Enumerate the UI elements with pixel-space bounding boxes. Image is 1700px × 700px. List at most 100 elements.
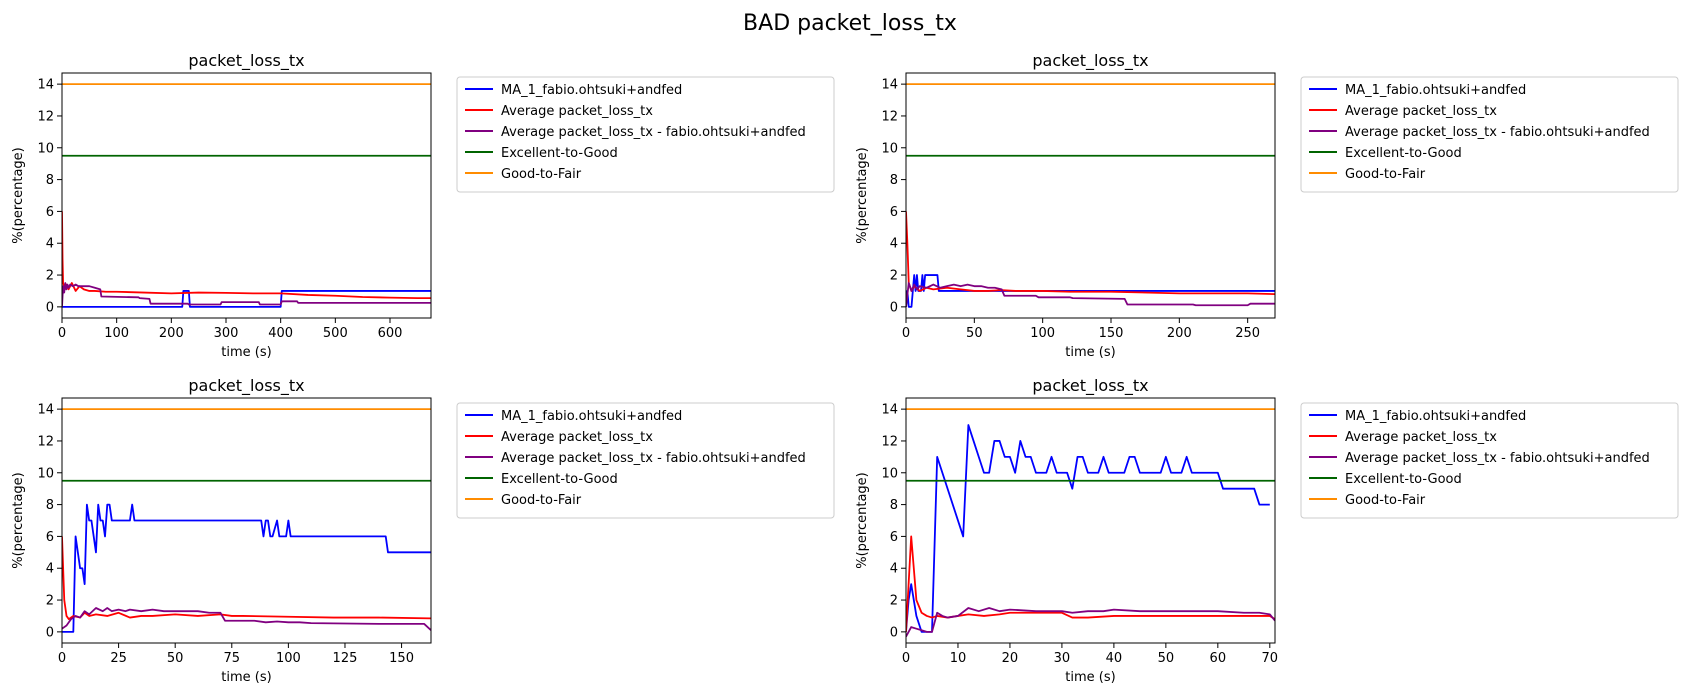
legend-box	[456, 402, 835, 519]
legend: MA_1_fabio.ohtsuki+andfed Average packet_…	[1300, 402, 1679, 519]
plot-frame	[61, 397, 432, 644]
x-tick-label: 10	[950, 651, 967, 666]
x-axis-label: time (s)	[1065, 670, 1115, 685]
y-axis-label: %(percentage)	[855, 147, 870, 244]
series-group	[62, 83, 431, 308]
series-line-3	[62, 607, 431, 631]
chart-title: packet_loss_tx	[1032, 376, 1148, 396]
x-tick-label: 100	[276, 651, 301, 666]
y-tick-label: 8	[890, 173, 898, 188]
plot-frame	[905, 72, 1276, 319]
x-tick-label: 0	[58, 326, 66, 341]
y-tick-label: 4	[46, 237, 54, 252]
y-tick-label: 8	[46, 498, 54, 513]
legend-label-3: Average packet_loss_tx - fabio.ohtsuki+a…	[501, 451, 806, 466]
legend: MA_1_fabio.ohtsuki+andfed Average packet_…	[456, 76, 835, 193]
series-line-2	[62, 536, 431, 621]
chart-4: packet_loss_tx 0 10 20 30 40 50 60 70 0 2 4 6 8 10 12 14…	[855, 376, 1679, 685]
series-line-3	[906, 607, 1275, 638]
y-tick-label: 6	[46, 530, 54, 545]
series-line-2	[906, 211, 1275, 296]
x-tick-label: 25	[110, 651, 127, 666]
legend-label-2: Average packet_loss_tx	[1345, 104, 1497, 119]
y-tick-label: 0	[46, 625, 54, 640]
y-tick-label: 8	[46, 173, 54, 188]
y-tick-label: 2	[46, 269, 54, 284]
x-tick-label: 0	[902, 651, 910, 666]
legend-label-5: Good-to-Fair	[1345, 167, 1426, 182]
legend-label-5: Good-to-Fair	[1345, 493, 1426, 508]
x-tick-label: 500	[323, 326, 348, 341]
chart-3: packet_loss_tx 0 25 50 75 100 125 150 0 2 4 6 8 10 12 1…	[11, 376, 835, 685]
y-tick-label: 10	[881, 466, 898, 481]
x-tick-label: 600	[378, 326, 403, 341]
x-tick-label: 100	[104, 326, 129, 341]
y-tick-label: 12	[37, 109, 54, 124]
series-line-1	[62, 503, 431, 633]
legend-label-2: Average packet_loss_tx	[501, 430, 653, 445]
x-tick-label: 75	[224, 651, 241, 666]
legend: MA_1_fabio.ohtsuki+andfed Average packet_…	[1300, 76, 1679, 193]
y-tick-label: 0	[890, 625, 898, 640]
legend: MA_1_fabio.ohtsuki+andfed Average packet_…	[456, 402, 835, 519]
legend-label-4: Excellent-to-Good	[501, 146, 618, 161]
series-group	[906, 408, 1275, 638]
plot-frame	[61, 72, 432, 319]
subplots: packet_loss_tx0 100 200 300 400 500 6000246810…	[11, 51, 1679, 685]
x-tick-label: 0	[902, 326, 910, 341]
legend-box	[1300, 402, 1679, 519]
x-tick-label: 250	[1235, 326, 1260, 341]
x-tick-label: 50	[1158, 651, 1175, 666]
y-tick-label: 10	[881, 141, 898, 156]
legend-label-5: Good-to-Fair	[501, 493, 582, 508]
series-line-1	[906, 424, 1270, 633]
series-line-3	[906, 282, 1275, 307]
legend-label-3: Average packet_loss_tx - fabio.ohtsuki+a…	[501, 125, 806, 140]
legend-label-3: Average packet_loss_tx - fabio.ohtsuki+a…	[1345, 451, 1650, 466]
legend-label-1: MA_1_fabio.ohtsuki+andfed	[1345, 83, 1526, 98]
chart-title: packet_loss_tx	[188, 51, 304, 71]
y-tick-label: 6	[890, 530, 898, 545]
y-tick-label: 4	[890, 562, 898, 577]
x-tick-label: 200	[1167, 326, 1192, 341]
legend-label-1: MA_1_fabio.ohtsuki+andfed	[1345, 409, 1526, 424]
y-tick-label: 4	[890, 237, 898, 252]
x-tick-label: 150	[389, 651, 414, 666]
x-tick-label: 0	[58, 651, 66, 666]
x-tick-label: 300	[214, 326, 239, 341]
figure-title: BAD packet_loss_tx	[743, 11, 957, 36]
series-line-2	[906, 535, 1275, 632]
legend-label-2: Average packet_loss_tx	[1345, 430, 1497, 445]
x-tick-label: 150	[1099, 326, 1124, 341]
legend-label-4: Excellent-to-Good	[1345, 472, 1462, 487]
y-tick-label: 14	[37, 78, 54, 93]
series-line-1	[62, 290, 431, 308]
y-tick-label: 2	[890, 269, 898, 284]
y-tick-label: 12	[37, 434, 54, 449]
chart-1: packet_loss_tx 0 100 200 300 400 500 600 0 2 4 6 8 10…	[11, 51, 835, 360]
x-axis-label: time (s)	[221, 345, 271, 360]
y-tick-label: 0	[890, 300, 898, 315]
y-tick-label: 2	[46, 594, 54, 609]
y-axis-label: %(percentage)	[855, 472, 870, 569]
chart-title: packet_loss_tx	[1032, 51, 1148, 71]
chart-2: packet_loss_tx 0 50 100 150 200 250 0 2 4 6 8 10 12 14…	[855, 51, 1679, 360]
y-tick-label: 4	[46, 562, 54, 577]
x-tick-label: 200	[159, 326, 184, 341]
x-tick-label: 20	[1002, 651, 1019, 666]
series-group	[906, 83, 1275, 308]
legend-label-3: Average packet_loss_tx - fabio.ohtsuki+a…	[1345, 125, 1650, 140]
x-axis-label: time (s)	[1065, 345, 1115, 360]
y-axis-label: %(percentage)	[11, 147, 26, 244]
y-tick-label: 12	[881, 109, 898, 124]
y-tick-label: 10	[37, 466, 54, 481]
series-line-2	[62, 211, 431, 300]
plot-frame	[905, 397, 1276, 644]
y-tick-label: 14	[881, 78, 898, 93]
legend-label-5: Good-to-Fair	[501, 167, 582, 182]
y-tick-label: 6	[46, 205, 54, 220]
series-group	[62, 408, 431, 633]
chart-title: packet_loss_tx	[188, 376, 304, 396]
y-tick-label: 8	[890, 498, 898, 513]
